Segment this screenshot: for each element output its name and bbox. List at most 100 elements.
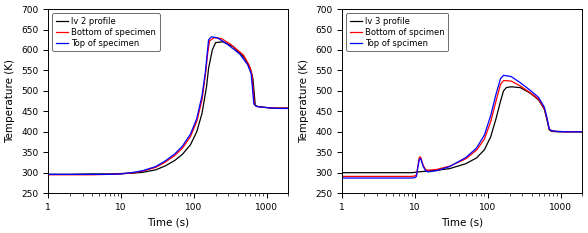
- Bottom of specimen: [88, 173, 95, 176]
- Top of specimen: [199, 94, 206, 97]
- Top of specimen: [193, 117, 201, 120]
- lv 2 profile: [212, 41, 219, 44]
- Top of specimen: [223, 42, 230, 45]
- lv 2 profile: [241, 57, 248, 60]
- Top of spcimen: [497, 77, 504, 80]
- Top of spcimen: [481, 134, 488, 137]
- lv 3 profile: [462, 162, 469, 165]
- lv 2 profile: [106, 173, 113, 175]
- Bottom of specimen: [285, 107, 292, 110]
- lv 2 profile: [276, 107, 283, 110]
- Bottom of spcimen: [535, 98, 542, 100]
- lv 2 profile: [203, 85, 210, 88]
- Top of spcimen: [433, 169, 440, 172]
- lv 2 profile: [199, 112, 206, 115]
- Top of specimen: [253, 105, 260, 108]
- Top of specimen: [236, 53, 243, 55]
- Top of specimen: [171, 152, 178, 155]
- Bottom of specimen: [161, 161, 168, 164]
- Top of specimen: [205, 38, 212, 41]
- Bottom of spcimen: [497, 83, 504, 86]
- Top of spcimen: [473, 147, 480, 150]
- Bottom of specimen: [130, 171, 137, 174]
- Top of spcimen: [554, 130, 561, 133]
- lv 3 profile: [339, 171, 346, 174]
- lv 2 profile: [179, 153, 186, 156]
- Legend: lv 2 profile, Bottom of specimen, Top of specimen: lv 2 profile, Bottom of specimen, Top of…: [52, 13, 159, 51]
- lv 3 profile: [526, 92, 533, 94]
- Top of specimen: [204, 48, 211, 51]
- Bottom of specimen: [118, 173, 125, 175]
- lv 3 profile: [400, 171, 407, 174]
- Bottom of specimen: [139, 170, 146, 172]
- lv 3 profile: [507, 85, 514, 88]
- Top of spcimen: [563, 130, 570, 133]
- Bottom of spcimen: [481, 138, 488, 140]
- Bottom of spcimen: [507, 80, 514, 82]
- Bottom of spcimen: [543, 117, 550, 120]
- Top of specimen: [244, 63, 251, 66]
- Bottom of specimen: [106, 173, 113, 176]
- Bottom of specimen: [260, 106, 267, 109]
- Bottom of specimen: [199, 99, 206, 101]
- Y-axis label: Temperature (K): Temperature (K): [5, 59, 15, 143]
- Bottom of spcimen: [420, 164, 427, 167]
- lv 3 profile: [412, 171, 419, 174]
- Top of specimen: [139, 169, 146, 172]
- Top of specimen: [118, 173, 125, 175]
- Bottom of specimen: [202, 73, 209, 76]
- lv 2 profile: [249, 77, 256, 80]
- Top of spcimen: [462, 156, 469, 159]
- Bottom of spcimen: [416, 156, 423, 159]
- Bottom of spcimen: [579, 130, 586, 133]
- Bottom of specimen: [211, 36, 218, 39]
- Top of specimen: [285, 107, 292, 110]
- Top of specimen: [250, 103, 258, 105]
- Bottom of specimen: [227, 43, 234, 46]
- lv 3 profile: [481, 148, 488, 151]
- lv 2 profile: [205, 67, 212, 70]
- Top of spcimen: [413, 175, 420, 178]
- lv 3 profile: [517, 86, 524, 89]
- Line: lv 2 profile: lv 2 profile: [48, 42, 289, 174]
- Bottom of spcimen: [541, 107, 548, 110]
- Line: lv 3 profile: lv 3 profile: [342, 87, 583, 173]
- Top of spcimen: [535, 96, 542, 99]
- Bottom of spcimen: [412, 175, 419, 177]
- Bottom of specimen: [193, 120, 201, 123]
- Bottom of specimen: [240, 54, 247, 56]
- lv 2 profile: [118, 172, 125, 175]
- Top of spcimen: [507, 75, 514, 78]
- Bottom of spcimen: [417, 156, 424, 159]
- Top of spcimen: [417, 157, 424, 160]
- Top of spcimen: [546, 127, 553, 130]
- Bottom of spcimen: [548, 130, 555, 132]
- lv 3 profile: [563, 130, 570, 133]
- Bottom of specimen: [251, 103, 258, 105]
- lv 2 profile: [139, 171, 146, 174]
- Top of spcimen: [400, 177, 407, 179]
- Bottom of spcimen: [500, 79, 507, 82]
- Top of spcimen: [360, 177, 368, 179]
- Bottom of spcimen: [433, 168, 440, 171]
- lv 3 profile: [446, 167, 453, 170]
- lv 3 profile: [503, 86, 510, 89]
- Bottom of spcimen: [422, 168, 429, 171]
- Bottom of spcimen: [400, 175, 407, 178]
- lv 3 profile: [546, 128, 553, 131]
- Bottom of specimen: [45, 173, 52, 176]
- Top of spcimen: [339, 177, 346, 179]
- lv 2 profile: [252, 104, 259, 107]
- Top of spcimen: [408, 177, 415, 179]
- lv 2 profile: [247, 67, 254, 70]
- Top of spcimen: [503, 74, 510, 77]
- lv 2 profile: [161, 165, 168, 168]
- Bottom of specimen: [66, 173, 74, 176]
- Top of specimen: [213, 36, 220, 39]
- lv 3 profile: [579, 130, 586, 133]
- Top of specimen: [260, 106, 267, 109]
- lv 3 profile: [420, 170, 427, 173]
- Top of spcimen: [579, 130, 586, 133]
- Top of specimen: [106, 173, 113, 176]
- lv 2 profile: [230, 45, 237, 48]
